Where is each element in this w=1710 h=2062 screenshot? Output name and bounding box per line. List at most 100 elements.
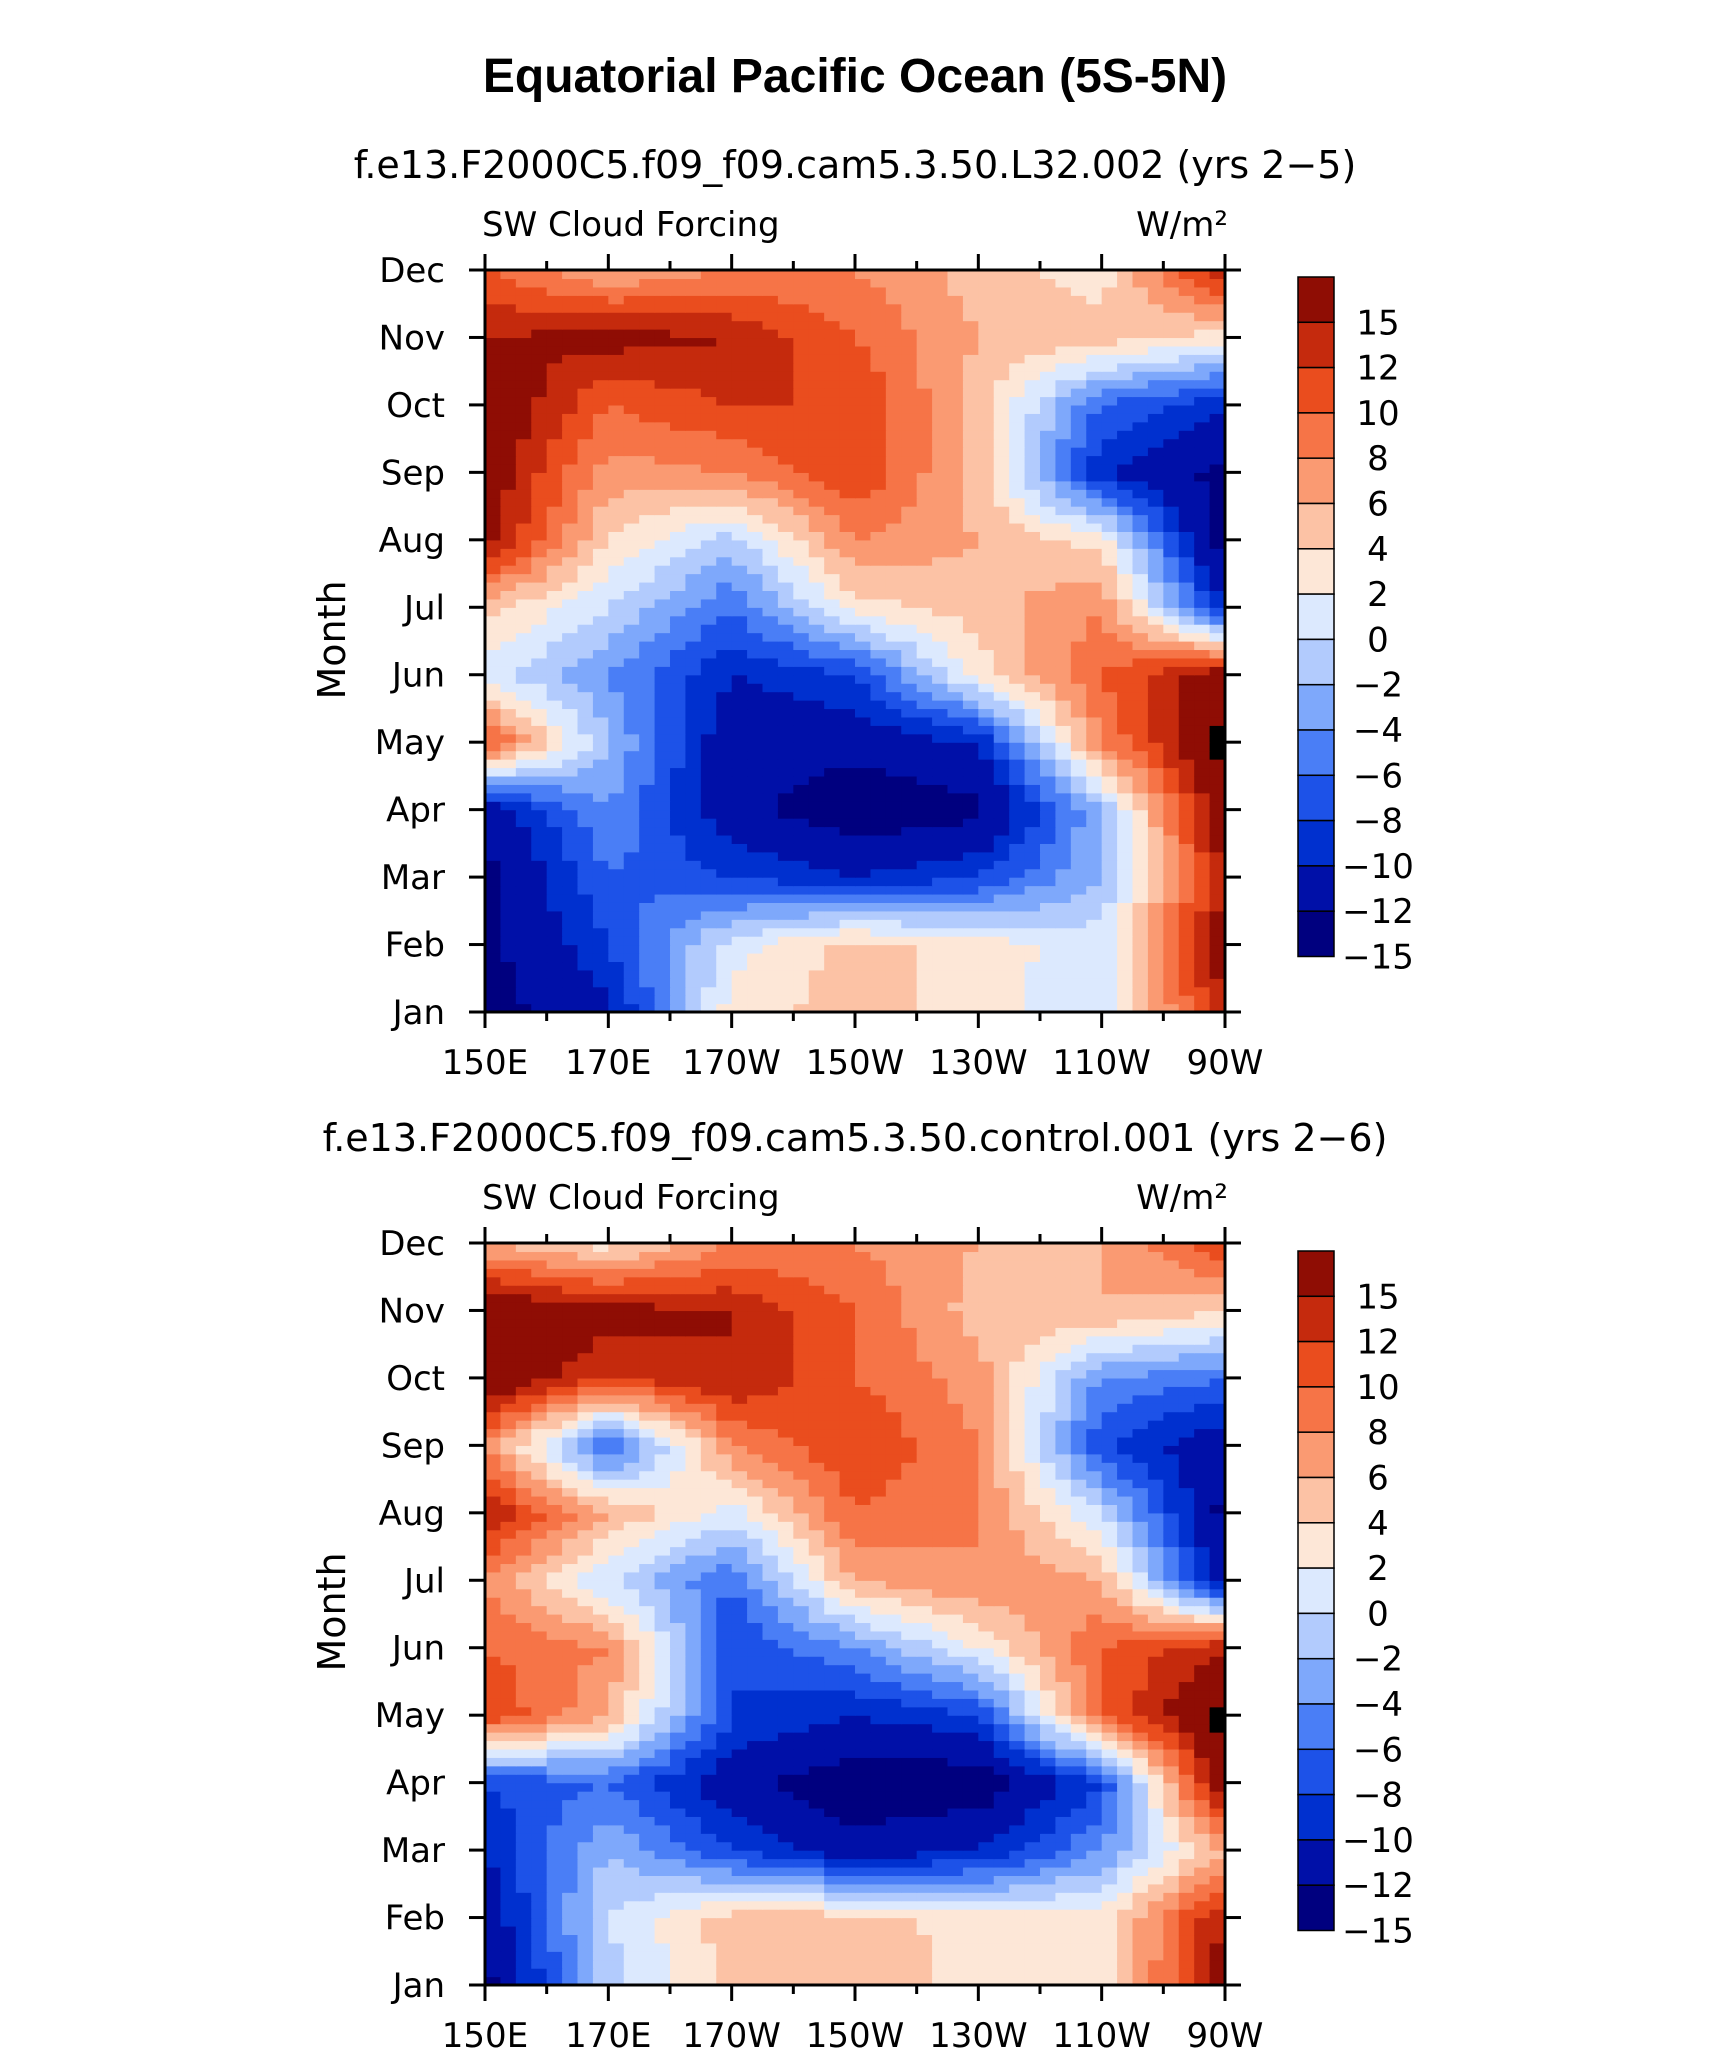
heatmap-cell	[700, 1976, 717, 1986]
heatmap-cell	[654, 893, 671, 903]
heatmap-cell	[1147, 952, 1164, 963]
heatmap-cell	[824, 1003, 841, 1013]
heatmap-cell	[592, 1917, 609, 1927]
heatmap-cell	[978, 691, 995, 701]
heatmap-cell	[1209, 472, 1226, 482]
heatmap-cell	[1178, 759, 1195, 769]
heatmap-cell	[1101, 615, 1118, 625]
heatmap-cell	[562, 716, 579, 726]
heatmap-cell	[500, 278, 517, 288]
heatmap-cell	[1040, 421, 1057, 431]
heatmap-cell	[1055, 969, 1072, 979]
heatmap-cell	[947, 1959, 964, 1969]
heatmap-cell	[762, 952, 779, 963]
heatmap-cell	[608, 337, 625, 347]
heatmap-cell	[762, 885, 779, 895]
heatmap-cell	[916, 581, 933, 592]
heatmap-cell	[608, 598, 625, 608]
heatmap-cell	[639, 809, 656, 819]
heatmap-cell	[1101, 531, 1118, 541]
heatmap-cell	[716, 531, 733, 541]
heatmap-cell	[1070, 725, 1087, 735]
heatmap-cell	[978, 1875, 995, 1885]
heatmap-cell	[1163, 447, 1180, 457]
heatmap-cell	[870, 1959, 887, 1969]
heatmap-cell	[1117, 674, 1134, 684]
heatmap-cell	[1024, 893, 1041, 903]
heatmap-cell	[839, 961, 856, 971]
panel-2: f.e13.F2000C5.f09_f09.cam5.3.50.control.…	[310, 1116, 1414, 2056]
heatmap-cell	[1117, 270, 1134, 280]
heatmap-cell	[716, 522, 733, 532]
heatmap-cell	[500, 826, 517, 836]
heatmap-cell	[623, 455, 640, 465]
heatmap-cell	[731, 329, 748, 339]
heatmap-cell	[731, 978, 748, 988]
heatmap-cell	[639, 312, 656, 322]
heatmap-cell	[546, 489, 563, 499]
heatmap-cell	[1086, 303, 1103, 313]
heatmap-cell	[824, 759, 841, 769]
heatmap-cell	[670, 1925, 687, 1936]
heatmap-cell	[1055, 1959, 1072, 1969]
heatmap-cell	[978, 641, 995, 651]
heatmap-cell	[870, 801, 887, 811]
heatmap-cell	[916, 404, 933, 414]
heatmap-cell	[932, 548, 949, 558]
heatmap-cell	[1132, 1976, 1149, 1986]
heatmap-cell	[670, 877, 687, 887]
heatmap-cell	[1055, 978, 1072, 988]
heatmap-cell	[623, 362, 640, 372]
heatmap-cell	[932, 927, 949, 937]
heatmap-cell	[947, 708, 964, 718]
heatmap-cell	[731, 607, 748, 617]
heatmap-cell	[747, 691, 764, 701]
heatmap-cell	[608, 750, 625, 760]
heatmap-cell	[777, 868, 794, 878]
heatmap-cell	[762, 539, 779, 549]
heatmap-cell	[577, 286, 594, 296]
heatmap-cell	[1024, 700, 1041, 710]
heatmap-cell	[1040, 792, 1057, 802]
heatmap-cell	[716, 447, 733, 457]
heatmap-cell	[793, 902, 810, 912]
heatmap-cell	[793, 1883, 810, 1893]
heatmap-cell	[839, 615, 856, 625]
heatmap-cell	[1009, 413, 1026, 423]
heatmap-cell	[916, 818, 933, 828]
heatmap-cell	[916, 556, 933, 566]
heatmap-cell	[1086, 649, 1103, 659]
heatmap-cell	[916, 455, 933, 465]
heatmap-cell	[901, 767, 918, 777]
heatmap-cell	[1209, 1900, 1226, 1910]
heatmap-cell	[793, 447, 810, 457]
heatmap-cell	[623, 581, 640, 592]
heatmap-cell	[700, 1900, 717, 1910]
heatmap-cell	[670, 506, 687, 516]
heatmap-cell	[577, 995, 594, 1005]
heatmap-cell	[839, 624, 856, 634]
heatmap-cell	[962, 480, 979, 490]
heatmap-cell	[670, 750, 687, 760]
heatmap-cell	[747, 759, 764, 769]
heatmap-cell	[962, 1925, 979, 1936]
heatmap-cell	[670, 624, 687, 634]
heatmap-cell	[855, 725, 872, 735]
heatmap-cell	[654, 944, 671, 954]
heatmap-cell	[670, 270, 687, 280]
heatmap-cell	[485, 657, 502, 667]
heatmap-cell	[608, 455, 625, 465]
heatmap-cell	[1086, 885, 1103, 895]
heatmap-cell	[485, 598, 502, 608]
heatmap-cell	[885, 767, 902, 777]
heatmap-cell	[1194, 759, 1211, 769]
heatmap-cell	[824, 1951, 841, 1961]
heatmap-cell	[1101, 514, 1118, 524]
heatmap-cell	[993, 1968, 1010, 1978]
heatmap-cell	[1178, 733, 1195, 743]
heatmap-cell	[793, 792, 810, 802]
heatmap-cell	[515, 556, 532, 566]
heatmap-cell	[870, 430, 887, 440]
heatmap-cell	[716, 438, 733, 448]
heatmap-cell	[1163, 978, 1180, 988]
